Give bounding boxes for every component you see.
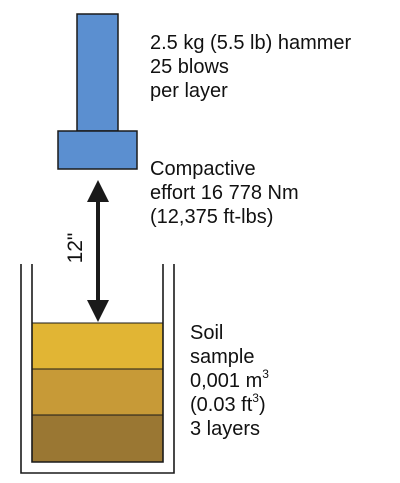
soil-sample-label: Soil sample 0,001 m3 (0.03 ft3) 3 layers — [190, 321, 269, 441]
soil-label-line: sample — [190, 346, 255, 368]
arrow-head-down — [87, 300, 109, 322]
soil-layer-middle — [31, 368, 164, 416]
hammer-head — [57, 130, 138, 170]
arrow-head-up — [87, 180, 109, 202]
soil-layer-bottom — [31, 414, 164, 463]
superscript: 3 — [262, 367, 269, 382]
superscript: 3 — [252, 391, 259, 406]
soil-volume-imperial: (0.03 ft3) — [190, 391, 269, 417]
hammer-label-line: per layer — [150, 80, 228, 102]
drop-height-arrow — [87, 180, 109, 322]
effort-label-line: Compactive — [150, 158, 256, 180]
effort-label-line: (12,375 ft-lbs) — [150, 206, 274, 228]
soil-volume-metric: 0,001 m3 — [190, 367, 269, 393]
soil-volume-metric-text: 0,001 m — [190, 370, 263, 392]
soil-label-line: 3 layers — [190, 418, 261, 440]
drop-height-label: 12" — [64, 233, 87, 264]
soil-layer-top — [31, 322, 164, 370]
hammer-label-line: 25 blows — [150, 56, 229, 78]
mold-inner-wall — [31, 264, 164, 463]
hammer-label-line: 2.5 kg (5.5 lb) hammer — [150, 32, 352, 54]
closing-paren: ) — [258, 394, 266, 416]
compactive-effort-label: Compactive effort 16 778 Nm (12,375 ft-l… — [150, 157, 299, 229]
mold — [20, 264, 175, 474]
hammer-shaft — [76, 13, 119, 132]
mold-outer-wall — [20, 264, 175, 474]
soil-label-line: Soil — [190, 322, 224, 344]
soil-volume-imperial-text: (0.03 ft — [190, 394, 253, 416]
effort-label-line: effort 16 778 Nm — [150, 182, 299, 204]
hammer-label: 2.5 kg (5.5 lb) hammer 25 blows per laye… — [150, 31, 351, 103]
